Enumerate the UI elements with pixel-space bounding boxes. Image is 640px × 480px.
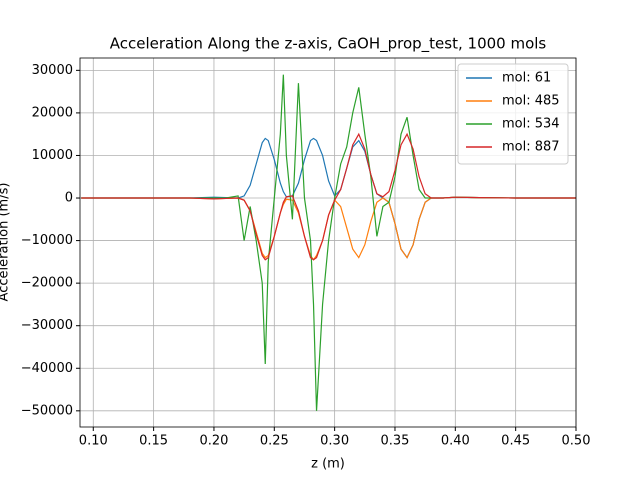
y-tick-label: 10000	[32, 148, 73, 163]
y-tick-label: −50000	[21, 403, 73, 418]
plot-area	[81, 74, 576, 411]
x-tick-label: 0.30	[320, 434, 349, 449]
y-tick-label: 30000	[32, 63, 73, 78]
x-tick-label: 0.25	[260, 434, 289, 449]
y-tick-label: −30000	[21, 318, 73, 333]
data-line	[81, 196, 576, 261]
x-tick-label: 0.20	[199, 434, 228, 449]
legend-label: mol: 485	[502, 94, 560, 109]
x-axis-label: z (m)	[311, 457, 345, 472]
y-tick-label: 0	[65, 191, 73, 206]
x-tick-label: 0.10	[79, 434, 108, 449]
legend-label: mol: 887	[502, 140, 560, 155]
legend-box	[457, 63, 569, 165]
x-tick-label: 0.45	[501, 434, 530, 449]
legend-label: mol: 534	[502, 117, 560, 132]
chart-title: Acceleration Along the z-axis, CaOH_prop…	[110, 35, 547, 54]
y-tick-label: −40000	[21, 361, 73, 376]
y-tick-label: −10000	[21, 233, 73, 248]
axes-frame	[79, 57, 577, 428]
x-tick-label: 0.50	[562, 434, 591, 449]
y-tick-label: −20000	[21, 276, 73, 291]
y-axis-label: Acceleration (m/s)	[0, 183, 12, 302]
x-tick-label: 0.15	[139, 434, 168, 449]
x-tick-label: 0.35	[381, 434, 410, 449]
data-line	[81, 74, 576, 411]
x-tick-label: 0.40	[441, 434, 470, 449]
data-line	[81, 132, 576, 261]
y-tick-label: 20000	[32, 105, 73, 120]
legend-label: mol: 61	[502, 71, 551, 86]
